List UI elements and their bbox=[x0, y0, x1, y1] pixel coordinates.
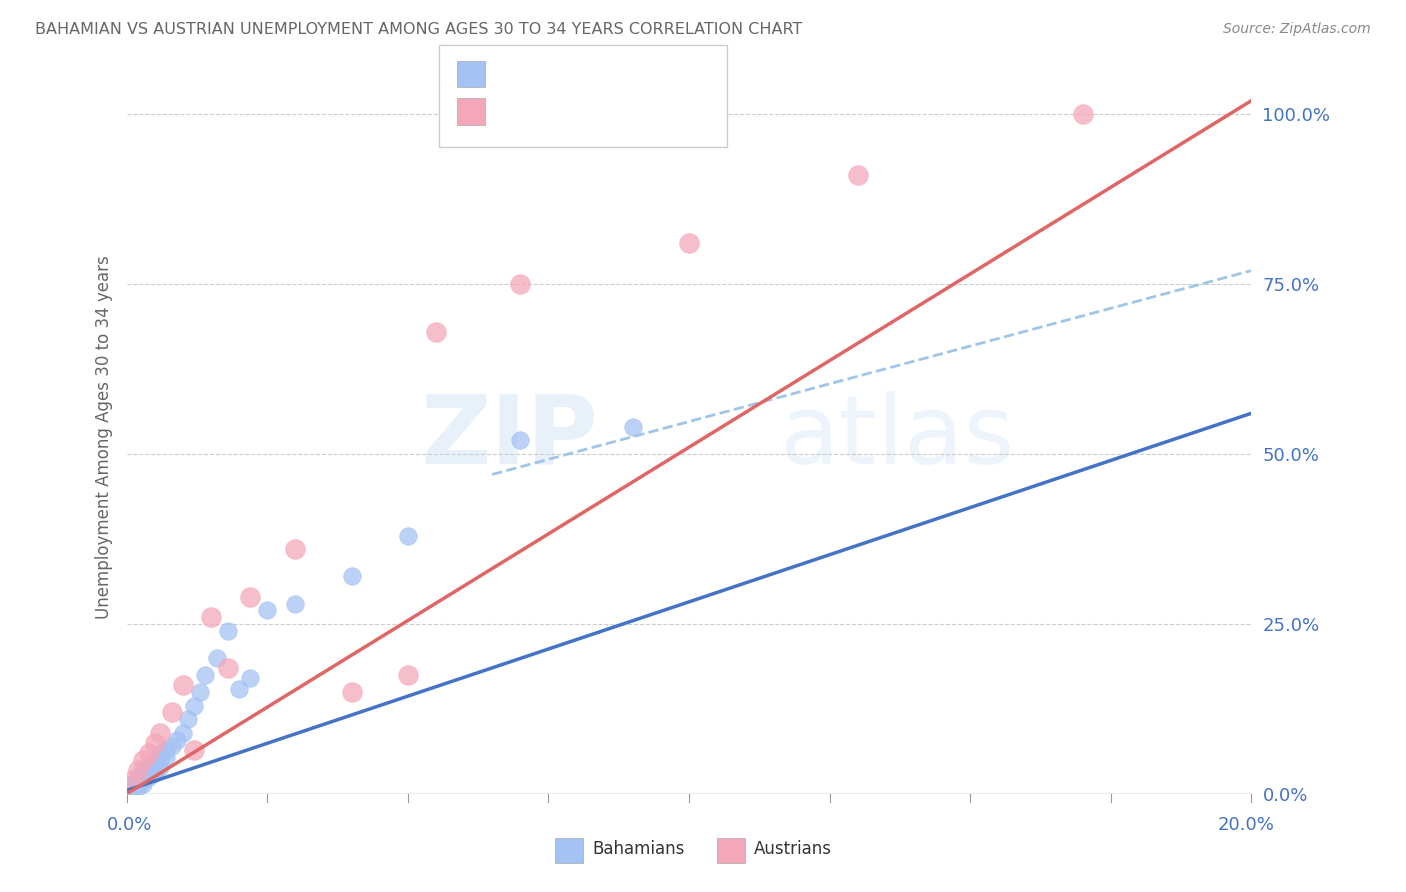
Text: 20: 20 bbox=[636, 103, 661, 120]
Point bbox=[205, 651, 228, 665]
Point bbox=[127, 770, 149, 784]
Point bbox=[425, 325, 447, 339]
Point bbox=[846, 169, 869, 183]
Point bbox=[678, 236, 700, 251]
Point bbox=[172, 678, 194, 692]
Point bbox=[149, 753, 172, 767]
Point bbox=[149, 725, 172, 739]
Text: 42: 42 bbox=[636, 65, 661, 83]
Point bbox=[188, 685, 211, 699]
Text: R =: R = bbox=[494, 65, 533, 83]
Point bbox=[1071, 107, 1094, 121]
Text: Austrians: Austrians bbox=[754, 840, 831, 858]
Point bbox=[340, 685, 363, 699]
Point bbox=[138, 763, 160, 777]
Point bbox=[239, 671, 262, 685]
Point bbox=[200, 610, 222, 624]
Point bbox=[621, 420, 644, 434]
Text: 0.827: 0.827 bbox=[527, 65, 585, 83]
Point bbox=[239, 590, 262, 604]
Point bbox=[143, 760, 166, 774]
Point bbox=[396, 528, 419, 542]
Text: 0.753: 0.753 bbox=[527, 103, 583, 120]
Point bbox=[121, 777, 143, 791]
Point bbox=[127, 773, 149, 788]
Point bbox=[143, 736, 166, 750]
Text: ZIP: ZIP bbox=[420, 391, 599, 483]
Point bbox=[132, 770, 155, 784]
Point bbox=[256, 603, 278, 617]
Point bbox=[127, 763, 149, 777]
Point bbox=[132, 766, 155, 780]
Point bbox=[172, 725, 194, 739]
Point bbox=[143, 766, 166, 780]
Point bbox=[177, 712, 200, 726]
Point bbox=[149, 746, 172, 760]
Point bbox=[143, 763, 166, 777]
Point bbox=[155, 749, 177, 764]
Text: atlas: atlas bbox=[779, 391, 1014, 483]
Point bbox=[155, 742, 177, 756]
Point bbox=[166, 732, 188, 747]
Text: N =: N = bbox=[600, 65, 640, 83]
Point bbox=[121, 773, 143, 788]
Point bbox=[149, 760, 172, 774]
Point bbox=[217, 661, 239, 675]
Point bbox=[121, 783, 143, 797]
Point bbox=[160, 739, 183, 754]
Point bbox=[138, 746, 160, 760]
Point bbox=[396, 668, 419, 682]
Y-axis label: Unemployment Among Ages 30 to 34 years: Unemployment Among Ages 30 to 34 years bbox=[94, 255, 112, 619]
Point bbox=[127, 777, 149, 791]
Text: N =: N = bbox=[600, 103, 640, 120]
Point bbox=[132, 773, 155, 788]
Point bbox=[160, 706, 183, 720]
Point bbox=[194, 668, 217, 682]
Point bbox=[138, 770, 160, 784]
Text: 0.0%: 0.0% bbox=[107, 816, 152, 834]
Text: Bahamians: Bahamians bbox=[592, 840, 685, 858]
Text: 20.0%: 20.0% bbox=[1218, 816, 1274, 834]
Point bbox=[217, 624, 239, 638]
Point bbox=[143, 753, 166, 767]
Point bbox=[132, 777, 155, 791]
Point bbox=[127, 780, 149, 794]
Point bbox=[340, 569, 363, 583]
Point bbox=[183, 742, 205, 756]
Point bbox=[509, 434, 531, 448]
Point bbox=[284, 542, 307, 557]
Point bbox=[132, 753, 155, 767]
Point bbox=[228, 681, 250, 696]
Point bbox=[138, 766, 160, 780]
Point bbox=[138, 760, 160, 774]
Text: R =: R = bbox=[494, 103, 533, 120]
Text: Source: ZipAtlas.com: Source: ZipAtlas.com bbox=[1223, 22, 1371, 37]
Text: BAHAMIAN VS AUSTRIAN UNEMPLOYMENT AMONG AGES 30 TO 34 YEARS CORRELATION CHART: BAHAMIAN VS AUSTRIAN UNEMPLOYMENT AMONG … bbox=[35, 22, 803, 37]
Point bbox=[183, 698, 205, 713]
Point bbox=[509, 277, 531, 292]
Point bbox=[284, 597, 307, 611]
Point bbox=[132, 763, 155, 777]
Point bbox=[121, 780, 143, 794]
